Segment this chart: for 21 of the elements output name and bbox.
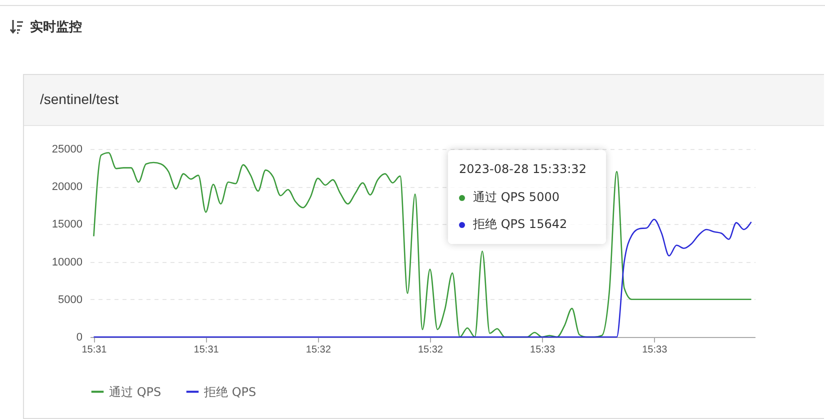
annotation: 2023-08-28 15:33:32 bbox=[459, 162, 586, 176]
annotation: 通过 QPS 5000 bbox=[472, 189, 560, 206]
y-tick-label: 25000 bbox=[52, 144, 82, 156]
legend-label: 拒绝 QPS bbox=[203, 384, 256, 399]
x-tick-label: 15:32 bbox=[306, 344, 332, 356]
y-tick-label: 15000 bbox=[52, 218, 82, 231]
x-tick-label: 15:32 bbox=[418, 344, 444, 356]
y-tick-label: 0 bbox=[76, 332, 82, 344]
legend-label: 通过 QPS bbox=[109, 384, 162, 399]
x-tick-label: 15:33 bbox=[642, 344, 668, 356]
y-tick-label: 20000 bbox=[52, 181, 82, 194]
y-tick-label: 10000 bbox=[52, 256, 82, 268]
x-tick-label: 15:33 bbox=[530, 344, 556, 356]
y-tick-label: 5000 bbox=[58, 294, 82, 306]
x-tick-label: 15:31 bbox=[194, 344, 220, 356]
line-series bbox=[93, 218, 752, 338]
x-tick-label: 15:31 bbox=[82, 344, 108, 356]
line-series bbox=[93, 152, 752, 338]
chart-subtitle: /sentinel/test bbox=[40, 91, 119, 107]
annotation: 拒绝 QPS 15642 bbox=[472, 216, 568, 233]
chart-title: 实时监控 bbox=[30, 18, 82, 36]
